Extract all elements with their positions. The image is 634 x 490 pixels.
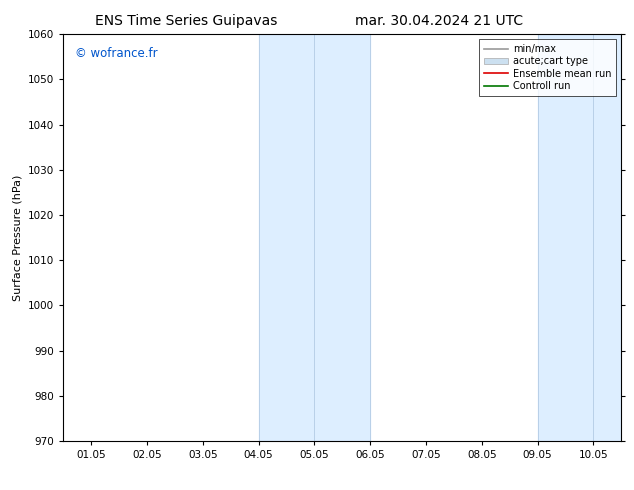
Legend: min/max, acute;cart type, Ensemble mean run, Controll run: min/max, acute;cart type, Ensemble mean … [479, 39, 616, 96]
Text: © wofrance.fr: © wofrance.fr [75, 47, 157, 59]
Y-axis label: Surface Pressure (hPa): Surface Pressure (hPa) [13, 174, 23, 301]
Bar [259, 34, 370, 441]
Text: ENS Time Series Guipavas: ENS Time Series Guipavas [95, 14, 278, 28]
Text: mar. 30.04.2024 21 UTC: mar. 30.04.2024 21 UTC [355, 14, 523, 28]
Bar [538, 34, 621, 441]
